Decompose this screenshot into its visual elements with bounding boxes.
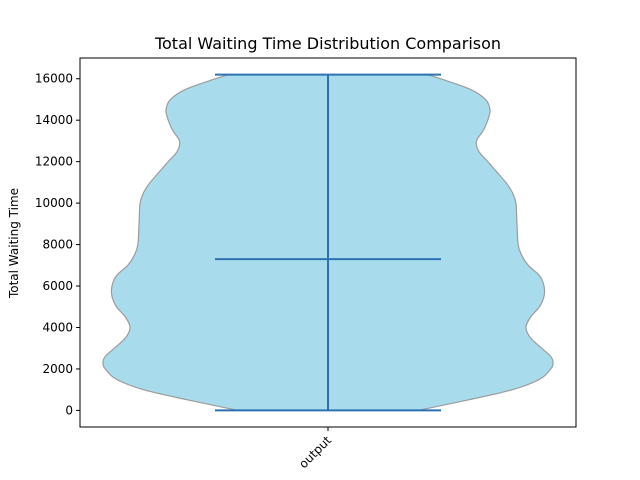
y-tick-label: 2000: [42, 362, 73, 376]
y-tick-label: 4000: [42, 320, 73, 334]
y-tick-label: 8000: [42, 238, 73, 252]
y-tick-label: 0: [65, 403, 73, 417]
plot-area: 0200040006000800010000120001400016000out…: [35, 57, 577, 471]
y-tick-label: 12000: [35, 155, 73, 169]
y-tick-label: 6000: [42, 279, 73, 293]
chart-title: Total Waiting Time Distribution Comparis…: [154, 34, 501, 53]
y-tick-label: 16000: [35, 72, 73, 86]
y-axis-label: Total Waiting Time: [7, 188, 21, 299]
y-tick-label: 14000: [35, 113, 73, 127]
y-tick-label: 10000: [35, 196, 73, 210]
